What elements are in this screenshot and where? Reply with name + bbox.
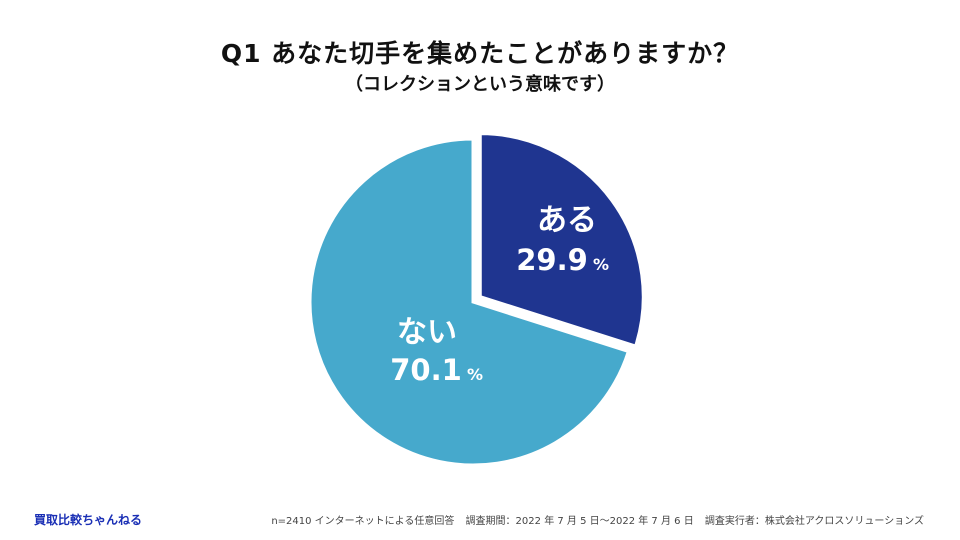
slice-unit-aru: % [593,255,609,274]
chart-title: Q1 あなた切手を集めたことがありますか？ [220,39,740,68]
slice-label-nai: ない [397,315,457,350]
slice-value-aru: 29.9 [516,243,588,277]
footnote-period: 調査期間：2022 年 7 月 5 日〜2022 年 7 月 6 日 [465,516,694,527]
chart-subtitle: （コレクションという意味です） [345,74,615,95]
survey-footnote: n=2410 インターネットによる任意回答 調査期間：2022 年 7 月 5 … [263,512,924,527]
brand-logo-text: 買取比較ちゃんねる [34,513,143,527]
slice-unit-nai: % [467,365,483,384]
slice-value-nai: 70.1 [390,353,462,387]
pie-slice-aru [478,132,645,348]
pie-slice-nai [308,137,631,467]
slice-label-aru: ある [537,203,597,238]
footnote-sample: n=2410 インターネットによる任意回答 [271,516,455,527]
footnote-surveyor: 調査実行者：株式会社アクロスソリューションズ [704,516,924,527]
